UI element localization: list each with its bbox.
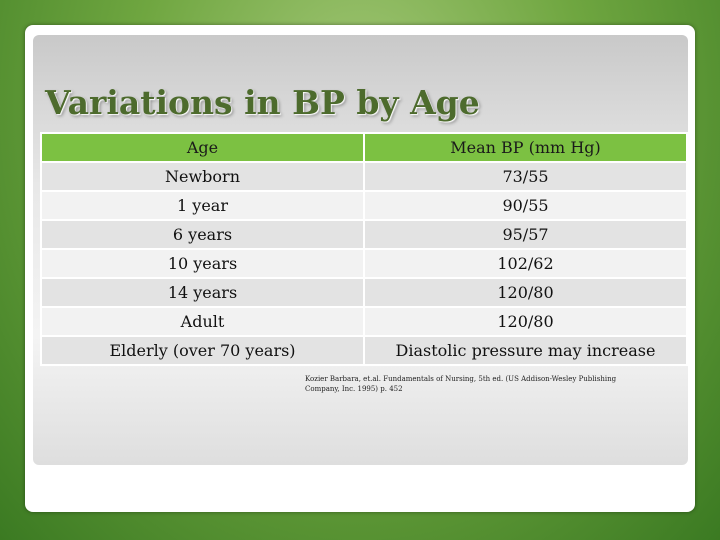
citation: Kozier Barbara, et.al. Fundamentals of N… <box>305 375 617 393</box>
table-row: Adult 120/80 <box>40 306 688 337</box>
table-cell: 6 years <box>40 219 365 250</box>
table-row: 14 years 120/80 <box>40 277 688 308</box>
table-cell: 73/55 <box>363 161 688 192</box>
table-cell: 120/80 <box>363 277 688 308</box>
table-cell: 95/57 <box>363 219 688 250</box>
table-cell: Newborn <box>40 161 365 192</box>
table-body: Newborn 73/55 1 year 90/55 6 years 95/57 10 ye… <box>40 161 688 366</box>
bp-table: Age Mean BP (mm Hg) Newborn 73/55 1 year 90… <box>40 132 688 366</box>
table-cell: Diastolic pressure may increase <box>363 335 688 366</box>
table-cell: 120/80 <box>363 306 688 337</box>
table-row: 1 year 90/55 <box>40 190 688 221</box>
table-row: Newborn 73/55 <box>40 161 688 192</box>
content-panel: Variations in BP by Age Age Mean BP (mm … <box>33 35 688 465</box>
slide: Variations in BP by Age Age Mean BP (mm … <box>25 25 695 512</box>
table-cell: Elderly (over 70 years) <box>40 335 365 366</box>
header-row: Age Mean BP (mm Hg) <box>40 132 688 163</box>
table-cell: 10 years <box>40 248 365 279</box>
table-cell: 90/55 <box>363 190 688 221</box>
table-cell: Adult <box>40 306 365 337</box>
table-cell: 14 years <box>40 277 365 308</box>
header-cell: Mean BP (mm Hg) <box>363 132 688 163</box>
table-row: 6 years 95/57 <box>40 219 688 250</box>
slide-title: Variations in BP by Age <box>45 83 480 122</box>
table-cell: 1 year <box>40 190 365 221</box>
table-cell: 102/62 <box>363 248 688 279</box>
header-cell: Age <box>40 132 365 163</box>
table-row: Elderly (over 70 years) Diastolic pressur… <box>40 335 688 366</box>
table-row: 10 years 102/62 <box>40 248 688 279</box>
